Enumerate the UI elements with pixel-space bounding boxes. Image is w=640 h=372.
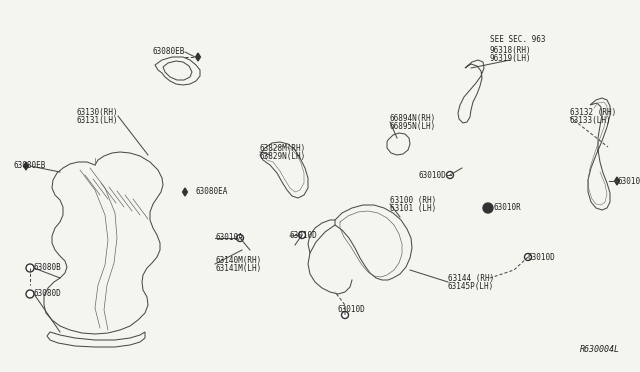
Text: 63010D: 63010D <box>528 253 556 263</box>
Circle shape <box>525 253 531 260</box>
Text: 63010E: 63010E <box>617 176 640 186</box>
Text: 66894N(RH): 66894N(RH) <box>390 113 436 122</box>
Polygon shape <box>182 188 188 196</box>
Circle shape <box>237 234 243 241</box>
Text: 63130(RH): 63130(RH) <box>76 108 118 116</box>
Circle shape <box>447 171 454 179</box>
Polygon shape <box>24 162 28 170</box>
Text: 63010D: 63010D <box>338 305 365 314</box>
Text: 63132 (RH): 63132 (RH) <box>570 108 616 116</box>
Text: 63145P(LH): 63145P(LH) <box>448 282 494 292</box>
Text: 63010D: 63010D <box>290 231 317 241</box>
Text: 63131(LH): 63131(LH) <box>76 115 118 125</box>
Text: 63080D: 63080D <box>34 289 61 298</box>
Text: 63010A: 63010A <box>215 234 243 243</box>
Circle shape <box>26 264 34 272</box>
Text: 63828M(RH): 63828M(RH) <box>260 144 307 153</box>
Text: 66895N(LH): 66895N(LH) <box>390 122 436 131</box>
Text: 63101 (LH): 63101 (LH) <box>390 205 436 214</box>
Text: 96319(LH): 96319(LH) <box>490 55 532 64</box>
Text: 63829N(LH): 63829N(LH) <box>260 153 307 161</box>
Text: 63141M(LH): 63141M(LH) <box>215 264 261 273</box>
Text: SEE SEC. 963: SEE SEC. 963 <box>490 35 545 45</box>
Text: 63144 (RH): 63144 (RH) <box>448 273 494 282</box>
Text: 63080EB: 63080EB <box>14 161 46 170</box>
Circle shape <box>298 231 305 238</box>
Circle shape <box>483 203 493 213</box>
Circle shape <box>26 290 34 298</box>
Text: 96318(RH): 96318(RH) <box>490 45 532 55</box>
Text: R630004L: R630004L <box>580 346 620 355</box>
Polygon shape <box>196 53 200 61</box>
Text: 63010D: 63010D <box>419 170 446 180</box>
Text: 63133(LH): 63133(LH) <box>570 116 612 125</box>
Text: 63010R: 63010R <box>493 203 521 212</box>
Circle shape <box>342 311 349 318</box>
Text: 63080B: 63080B <box>34 263 61 273</box>
Polygon shape <box>614 177 620 185</box>
Text: 63080EB: 63080EB <box>152 48 185 57</box>
Text: 63100 (RH): 63100 (RH) <box>390 196 436 205</box>
Text: 63080EA: 63080EA <box>195 187 227 196</box>
Text: 63140M(RH): 63140M(RH) <box>215 256 261 264</box>
